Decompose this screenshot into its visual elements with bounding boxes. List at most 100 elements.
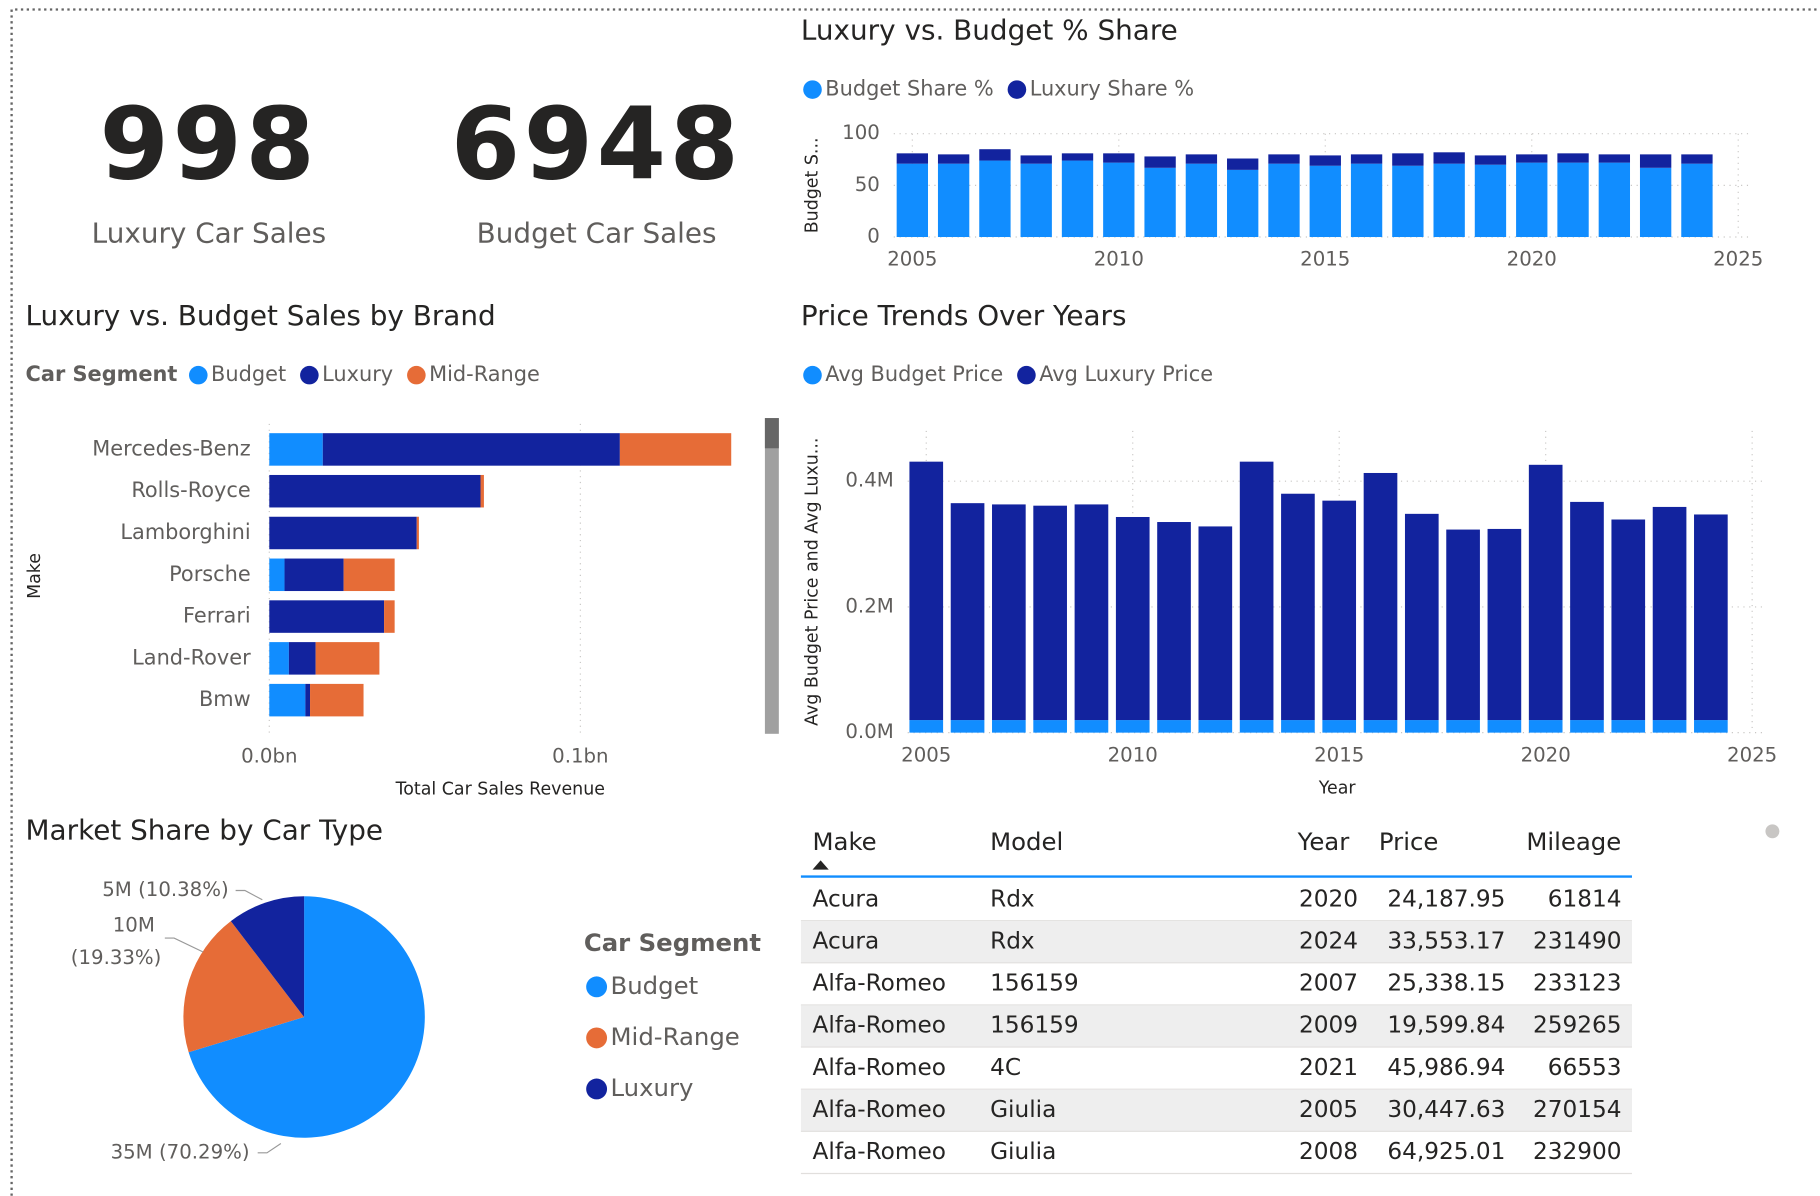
bar xyxy=(992,720,1026,733)
x-tick-label: 2005 xyxy=(901,743,951,766)
table-cell: 156159 xyxy=(990,1012,1079,1039)
bar xyxy=(1363,720,1398,733)
table-cell: 66553 xyxy=(1548,1054,1622,1081)
table-cell: 2021 xyxy=(1299,1054,1358,1081)
row-band xyxy=(800,921,1632,963)
legend-title: Car Segment xyxy=(584,928,762,957)
legend-label: Avg Luxury Price xyxy=(1039,362,1213,386)
y-tick-label: 50 xyxy=(855,173,880,196)
table-cell: 2024 xyxy=(1299,927,1358,954)
scroll-indicator[interactable] xyxy=(1765,824,1780,839)
table-cell: 2009 xyxy=(1299,1012,1358,1039)
legend-swatch xyxy=(803,365,822,385)
bar xyxy=(480,474,484,508)
legend-label: Budget xyxy=(611,971,699,1000)
table-cell: 259265 xyxy=(1533,1012,1622,1039)
bar xyxy=(1487,528,1522,721)
bar xyxy=(1694,720,1728,733)
bar xyxy=(619,433,732,466)
table-cell: 61814 xyxy=(1548,885,1622,912)
bar xyxy=(1309,155,1341,166)
bar xyxy=(1061,160,1094,238)
bar xyxy=(1528,720,1563,733)
table-cell: 232900 xyxy=(1533,1138,1622,1165)
x-axis-label: Year xyxy=(1318,778,1357,798)
column-header: Model xyxy=(990,827,1063,856)
bar xyxy=(1020,155,1052,164)
sort-arrow[interactable] xyxy=(812,860,829,870)
legend-label: Mid-Range xyxy=(429,362,540,386)
x-tick-label: 2025 xyxy=(1727,743,1777,766)
bar xyxy=(1474,155,1507,165)
bar xyxy=(310,683,364,717)
bar xyxy=(288,642,316,675)
bar xyxy=(1227,169,1259,238)
kpi-label: Luxury Car Sales xyxy=(92,217,326,250)
bar xyxy=(1281,493,1315,721)
bar xyxy=(950,720,985,733)
bar xyxy=(1157,522,1191,721)
table-cell: Alfa-Romeo xyxy=(813,1096,946,1123)
bar xyxy=(979,149,1011,161)
scrollbar-thumb[interactable] xyxy=(764,418,779,449)
table-cell: Acura xyxy=(813,927,880,954)
leader-line xyxy=(257,1143,282,1154)
x-tick-label: 2010 xyxy=(1094,248,1144,271)
bar xyxy=(1681,163,1713,238)
bar xyxy=(909,720,944,733)
bar xyxy=(1694,514,1728,721)
pie-slice xyxy=(183,921,305,1053)
column-header: Make xyxy=(813,827,877,856)
bar xyxy=(1350,163,1383,238)
bar xyxy=(1322,720,1357,733)
bar xyxy=(1103,162,1135,238)
bar xyxy=(1144,167,1176,238)
bar xyxy=(269,433,323,466)
leader-line xyxy=(164,937,204,953)
bar xyxy=(1074,504,1109,721)
table-cell: Alfa-Romeo xyxy=(813,970,946,997)
bar xyxy=(1516,162,1548,238)
bar xyxy=(1446,529,1480,721)
y-tick-label: Lamborghini xyxy=(120,520,250,544)
table-cell: Giulia xyxy=(990,1096,1056,1123)
legend-label: Luxury Share % xyxy=(1030,77,1194,101)
legend-label: Avg Budget Price xyxy=(825,362,1003,386)
bar xyxy=(1611,519,1646,721)
bar xyxy=(1404,513,1439,721)
table-cell: 2008 xyxy=(1299,1138,1358,1165)
bar xyxy=(1557,153,1589,163)
y-tick-label: 0 xyxy=(867,225,880,248)
bar xyxy=(1570,501,1604,721)
table-cell: Rdx xyxy=(990,927,1035,954)
bar xyxy=(1239,720,1274,733)
table-cell: Giulia xyxy=(990,1138,1056,1165)
bar xyxy=(1268,154,1300,164)
bar xyxy=(1020,163,1052,238)
bar xyxy=(1227,158,1259,170)
column-header: Price xyxy=(1379,827,1438,856)
bar xyxy=(269,558,285,592)
pie-slice xyxy=(230,896,305,1018)
bar xyxy=(269,474,481,508)
y-axis-label: Avg Budget Price and Avg Luxu... xyxy=(802,438,822,726)
x-tick-label: 2020 xyxy=(1521,743,1571,766)
row-band xyxy=(800,1005,1632,1048)
bar xyxy=(315,642,380,675)
table-cell: 64,925.01 xyxy=(1387,1138,1505,1165)
bar xyxy=(1074,720,1109,733)
bar xyxy=(416,516,419,550)
bar xyxy=(284,558,344,592)
legend-swatch xyxy=(300,365,319,385)
chart-title: Luxury vs. Budget % Share xyxy=(801,14,1178,47)
y-tick-label: Land-Rover xyxy=(132,645,251,669)
bar xyxy=(1144,156,1176,168)
y-axis-label: Make xyxy=(25,553,45,599)
bar xyxy=(269,516,417,550)
kpi-label: Budget Car Sales xyxy=(477,217,717,250)
bar xyxy=(1268,163,1300,238)
scrollbar[interactable] xyxy=(764,418,779,734)
bar xyxy=(1322,500,1357,721)
bar xyxy=(950,503,985,721)
table-cell: 30,447.63 xyxy=(1387,1096,1505,1123)
